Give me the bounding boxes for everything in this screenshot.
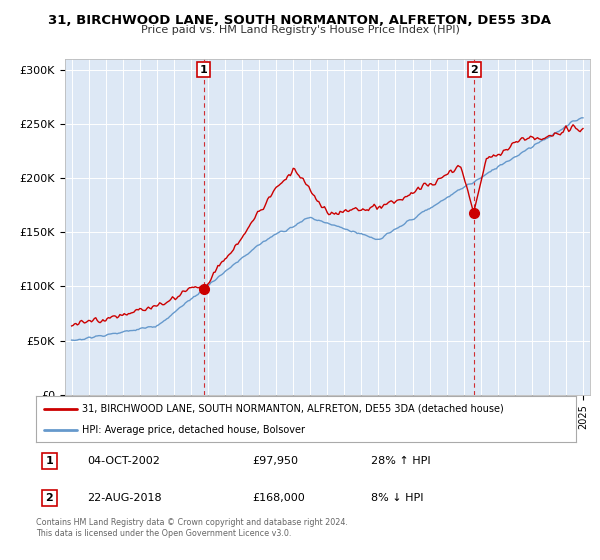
Text: Price paid vs. HM Land Registry's House Price Index (HPI): Price paid vs. HM Land Registry's House … xyxy=(140,25,460,35)
Text: 22-AUG-2018: 22-AUG-2018 xyxy=(88,493,162,503)
Text: Contains HM Land Registry data © Crown copyright and database right 2024.: Contains HM Land Registry data © Crown c… xyxy=(36,518,348,527)
Text: 31, BIRCHWOOD LANE, SOUTH NORMANTON, ALFRETON, DE55 3DA (detached house): 31, BIRCHWOOD LANE, SOUTH NORMANTON, ALF… xyxy=(82,404,503,414)
Text: 1: 1 xyxy=(46,456,53,466)
Text: 8% ↓ HPI: 8% ↓ HPI xyxy=(371,493,424,503)
Text: HPI: Average price, detached house, Bolsover: HPI: Average price, detached house, Bols… xyxy=(82,425,305,435)
Text: 28% ↑ HPI: 28% ↑ HPI xyxy=(371,456,430,466)
Text: £168,000: £168,000 xyxy=(252,493,305,503)
Text: 04-OCT-2002: 04-OCT-2002 xyxy=(88,456,160,466)
Text: 2: 2 xyxy=(46,493,53,503)
Text: This data is licensed under the Open Government Licence v3.0.: This data is licensed under the Open Gov… xyxy=(36,529,292,538)
Text: 2: 2 xyxy=(470,64,478,74)
Text: £97,950: £97,950 xyxy=(252,456,298,466)
Text: 31, BIRCHWOOD LANE, SOUTH NORMANTON, ALFRETON, DE55 3DA: 31, BIRCHWOOD LANE, SOUTH NORMANTON, ALF… xyxy=(49,14,551,27)
Text: 1: 1 xyxy=(200,64,208,74)
